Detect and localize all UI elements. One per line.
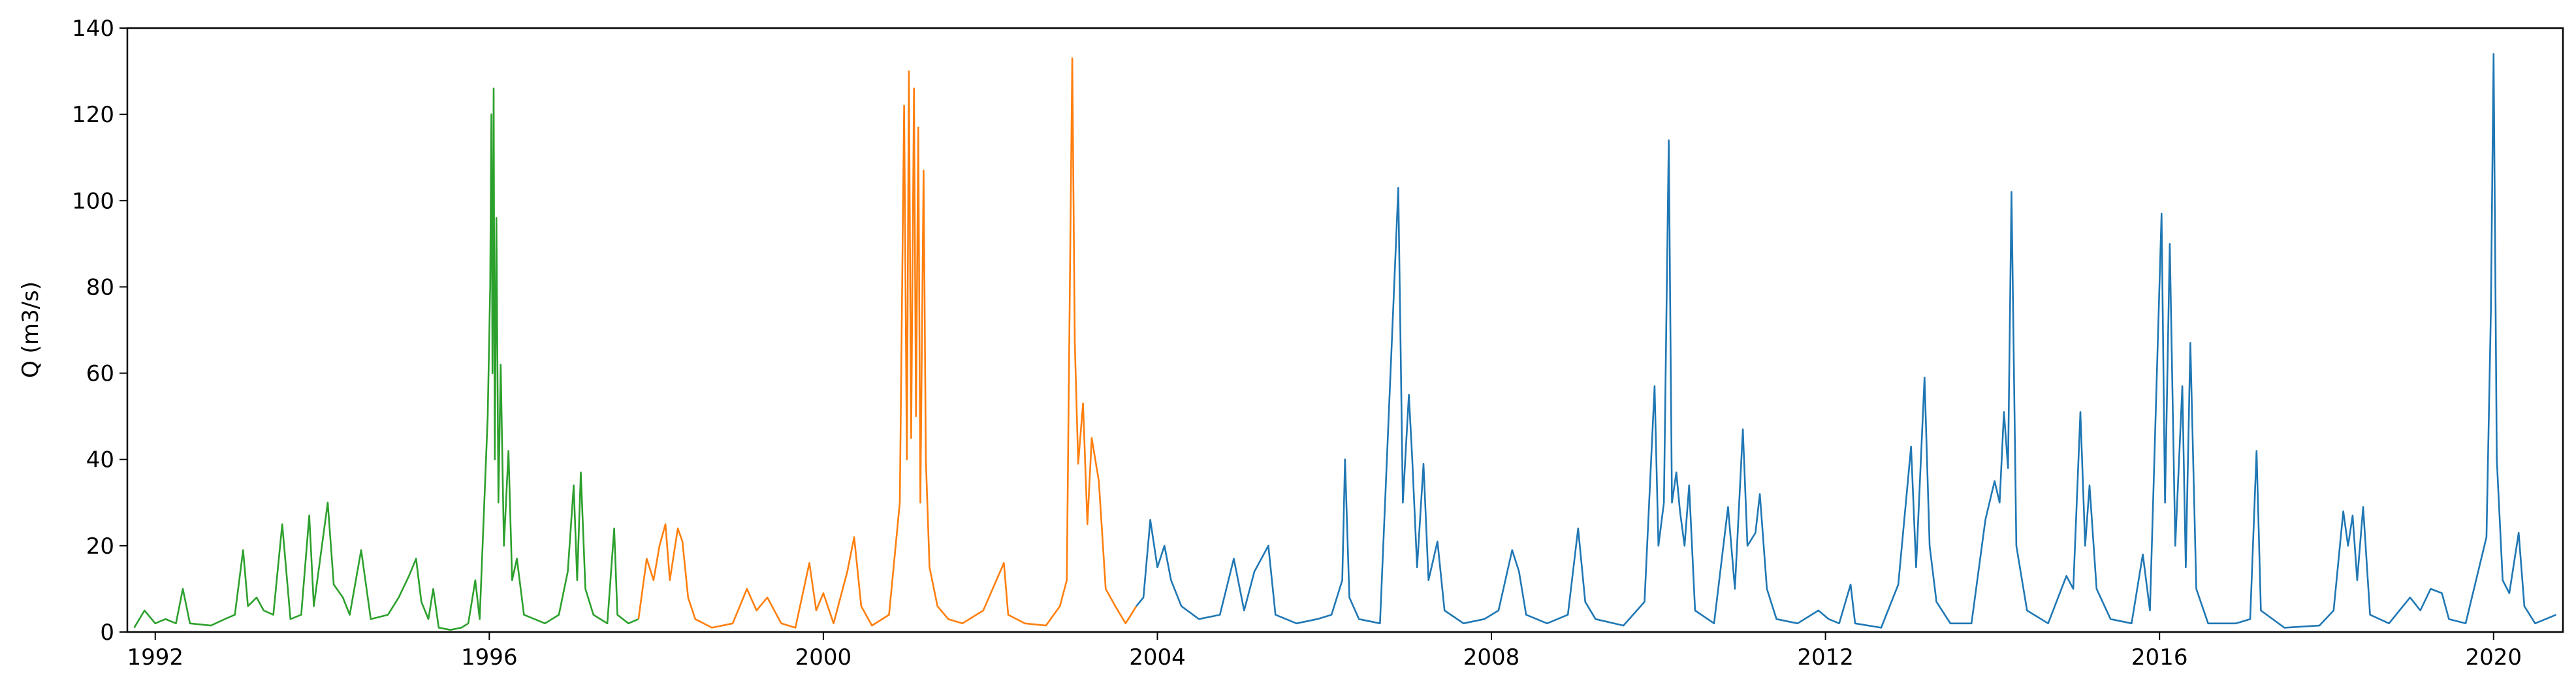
series-line-2 <box>637 57 1137 629</box>
x-axis: 1992 1996 2000 2004 2008 2012 2016 2020 <box>127 632 2522 671</box>
y-tick-label: 0 <box>100 620 114 646</box>
y-tick-label: 140 <box>72 16 114 42</box>
y-axis: 0 20 40 60 80 100 120 140 <box>72 16 127 646</box>
y-tick-label: 60 <box>86 361 114 387</box>
x-tick-label: 2008 <box>1463 644 1520 671</box>
x-tick-label: 1992 <box>127 644 183 671</box>
y-axis-title: Q (m3/s) <box>18 281 44 378</box>
plot-frame <box>126 27 2564 633</box>
y-tick-label: 80 <box>86 274 114 300</box>
series-line-1 <box>133 87 639 631</box>
x-tick-label: 2012 <box>1797 644 1854 671</box>
x-tick-label: 2004 <box>1129 644 1186 671</box>
series-layer <box>133 53 2556 631</box>
y-tick-label: 120 <box>72 102 114 128</box>
series-line-3 <box>1136 53 2556 629</box>
y-tick-label: 40 <box>86 447 114 473</box>
x-tick-label: 2000 <box>795 644 852 671</box>
x-tick-label: 2016 <box>2131 644 2188 671</box>
y-tick-label: 20 <box>86 533 114 560</box>
y-tick-label: 100 <box>72 188 114 214</box>
x-tick-label: 2020 <box>2466 644 2522 671</box>
x-tick-label: 1996 <box>461 644 518 671</box>
